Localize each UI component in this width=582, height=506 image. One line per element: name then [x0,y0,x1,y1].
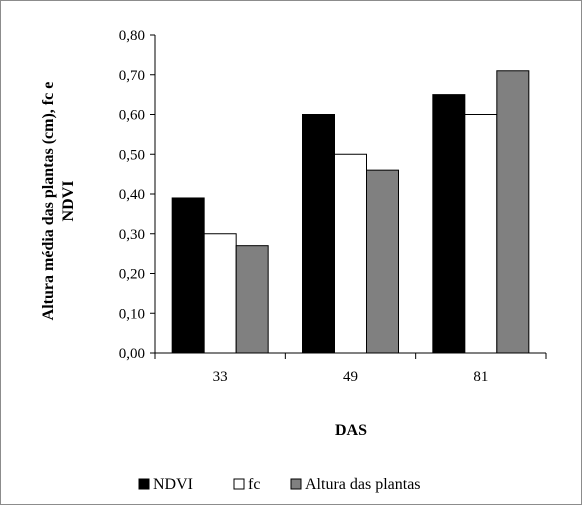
y-axis-title: Altura média das plantas (cm), fc e NDVI [40,82,77,321]
bar-altura-das-plantas-49 [366,169,399,354]
bar-altura-das-plantas-33 [235,245,269,354]
y-tick-label: 0,30 [119,227,145,243]
bar-altura-das-plantas-81 [496,70,530,354]
y-axis-title-line-1: Altura média das plantas (cm), fc e [40,82,57,321]
legend-label-altura-das-plantas: Altura das plantas [305,476,421,493]
x-tick-label: 49 [343,369,358,385]
legend-label-ndvi: NDVI [153,476,193,493]
y-tick-label: 0,10 [119,306,145,322]
bar-fc-49 [334,153,367,354]
x-tick-label: 81 [473,369,488,385]
y-tick-label: 0,50 [119,147,145,163]
y-tick-label: 0,60 [119,108,145,124]
legend-swatch-ndvi [138,478,150,490]
y-tick-label: 0,40 [119,187,145,203]
y-tick-label: 0,20 [119,267,145,283]
bar-ndvi-49 [302,114,335,354]
bar-fc-81 [464,114,498,354]
y-tick-label: 0,00 [119,346,145,362]
y-tick-label: 0,80 [119,28,145,44]
legend-swatch-fc [233,478,245,490]
x-axis-title: DAS [335,422,367,439]
legend-label-fc: fc [248,476,260,493]
y-axis-title-line-2: NDVI [60,181,77,222]
bar-fc-33 [203,233,237,354]
y-tick-label: 0,70 [119,68,145,84]
bar-ndvi-33 [171,197,205,354]
x-tick-label: 33 [213,369,228,385]
legend-swatch-altura-das-plantas [290,478,302,490]
bar-ndvi-81 [432,94,466,354]
